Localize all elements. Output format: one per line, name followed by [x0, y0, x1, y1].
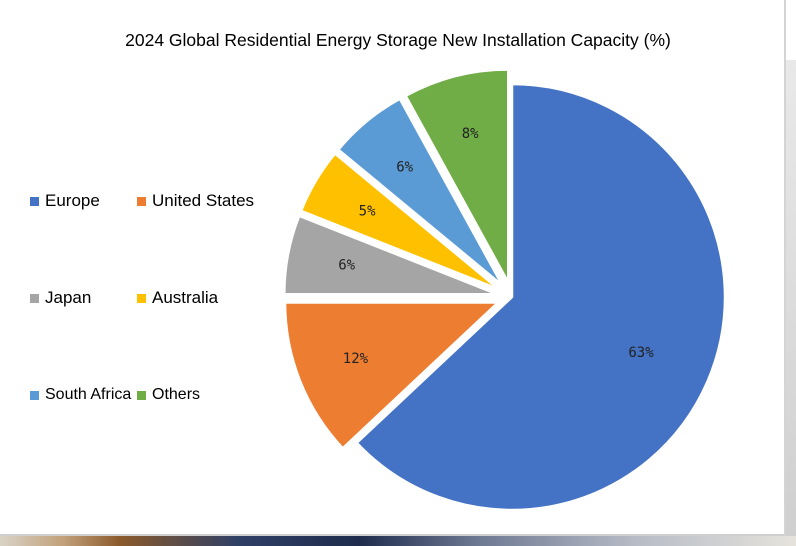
background-edge	[786, 60, 796, 536]
pie-slice-australia	[299, 151, 500, 291]
legend-label-united-states: United States	[152, 191, 255, 210]
legend-label-australia: Australia	[152, 288, 219, 307]
data-label-europe: 63%	[628, 345, 654, 361]
data-label-japan: 6%	[338, 257, 355, 273]
legend-item-others: Others	[137, 386, 200, 404]
legend-item-south-africa: South Africa	[30, 386, 131, 404]
legend-swatch-others	[137, 390, 146, 400]
pie-slice-united-states	[283, 301, 502, 451]
legend-swatch-united-states	[137, 196, 146, 206]
data-label-australia: 5%	[359, 203, 376, 219]
legend-label-south-africa: South Africa	[45, 386, 132, 403]
legend-label-others: Others	[152, 386, 201, 403]
data-label-united-states: 12%	[343, 351, 369, 367]
legend-label-japan: Japan	[45, 288, 92, 307]
legend-label-europe: Europe	[45, 191, 100, 210]
legend-swatch-south-africa	[30, 390, 39, 400]
chart-title: 2024 Global Residential Energy Storage N…	[125, 30, 671, 50]
background-strip	[0, 536, 796, 546]
data-label-others: 8%	[462, 126, 479, 142]
legend-item-japan: Japan	[30, 288, 91, 308]
pie-slice-others	[403, 68, 510, 284]
legend-item-united-states: United States	[137, 191, 254, 211]
legend-swatch-australia	[137, 293, 146, 303]
legend-item-europe: Europe	[30, 191, 100, 211]
legend-item-australia: Australia	[137, 288, 218, 308]
legend-swatch-europe	[30, 196, 39, 206]
pie-slice-europe	[354, 82, 727, 512]
legend-swatch-japan	[30, 293, 39, 303]
pie-slice-japan	[283, 214, 498, 296]
pie-slice-south-africa	[336, 97, 504, 287]
data-label-south-africa: 6%	[396, 159, 413, 175]
